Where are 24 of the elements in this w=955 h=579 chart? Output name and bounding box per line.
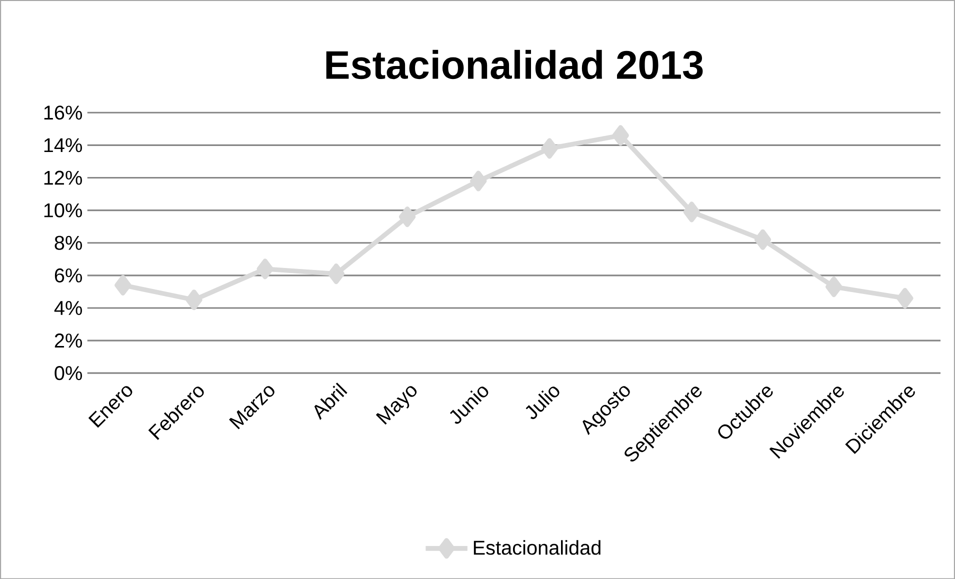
point [612, 124, 629, 146]
chart-title: Estacionalidad 2013 [326, 50, 703, 79]
y-tick-label: 4% [54, 300, 82, 315]
legend-label: Estacionalidad [474, 540, 600, 555]
point [186, 289, 202, 310]
point [328, 263, 344, 284]
x-tick-label: Julio [526, 386, 560, 419]
point [541, 138, 558, 159]
y-tick-label: 2% [54, 333, 82, 348]
y-tick-label: 16% [44, 105, 82, 120]
y-tick-label: 14% [44, 138, 82, 152]
point [470, 170, 487, 192]
y-tick-label: 6% [54, 268, 82, 282]
point [683, 201, 700, 222]
point [114, 274, 132, 296]
point [896, 288, 914, 308]
y-tick-label: 0% [54, 366, 82, 380]
point [754, 229, 772, 250]
y-tick-label: 10% [44, 203, 82, 218]
point [398, 206, 416, 227]
point [826, 276, 842, 297]
point [256, 258, 274, 280]
y-tick-label: 12% [44, 170, 82, 185]
y-tick-label: 8% [54, 236, 82, 250]
